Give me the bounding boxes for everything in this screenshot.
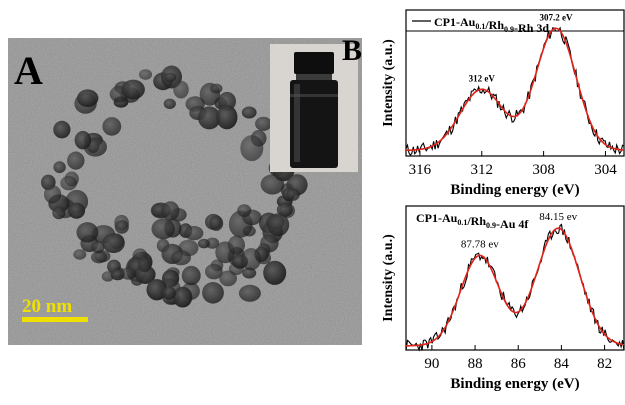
scale-bar [22, 317, 88, 322]
nanoparticle [237, 204, 252, 218]
panel-b-label: B [342, 34, 362, 67]
legend: CP1-Au0.1/Rh0.9-Rh 3d [406, 15, 624, 35]
nanoparticle [286, 188, 300, 201]
nanoparticle [241, 248, 262, 271]
x-tick-label: 82 [597, 356, 612, 372]
nanoparticle [137, 256, 152, 273]
peak-label: 312 eV [469, 73, 496, 83]
nanoparticle [53, 120, 71, 139]
nanoparticle [227, 235, 245, 255]
nanoparticle [151, 218, 175, 240]
panel-a-label: A [14, 48, 43, 93]
nanoparticle [161, 201, 180, 221]
vial-inset-photo [270, 44, 358, 172]
nanoparticle [121, 79, 145, 100]
nanoparticle [216, 105, 238, 130]
x-tick-label: 86 [511, 356, 527, 372]
nanoparticle [276, 202, 293, 217]
nanoparticle [218, 91, 236, 111]
nanoparticle [171, 250, 191, 266]
series-fit [406, 27, 625, 152]
nanoparticle [164, 72, 177, 82]
peak-label: 307.2 eV [539, 12, 572, 22]
nanoparticle [241, 106, 257, 119]
nanoparticle [209, 215, 224, 231]
nanoparticle [163, 98, 176, 109]
plot-frame [405, 9, 625, 157]
x-axis-label: Binding energy (eV) [450, 376, 579, 392]
series-raw [405, 26, 625, 157]
nanoparticle [91, 250, 107, 264]
nanoparticle [255, 116, 272, 131]
legend-text: CP1-Au0.1/Rh0.9-Rh 3d [434, 15, 549, 35]
nanoparticle [162, 286, 176, 300]
nanoparticle [240, 135, 264, 162]
nanoparticle [60, 175, 78, 191]
series-raw [405, 223, 625, 352]
nanoparticle [77, 89, 99, 107]
nanoparticle [138, 69, 153, 80]
nanoparticle [67, 202, 86, 219]
x-axis-label: Binding energy (eV) [450, 182, 579, 198]
nanoparticle [120, 267, 137, 280]
nanoparticle [74, 130, 92, 150]
nanoparticle [102, 233, 125, 253]
x-tick-label: 84 [554, 356, 570, 372]
nanoparticle [267, 213, 290, 237]
xps-charts: B CP1-Au0.1/Rh0.9-Rh 3d 312 eV 307.2 eV 316… [342, 9, 625, 392]
nanoparticle [52, 206, 66, 220]
nanoparticle [53, 161, 66, 174]
nanoparticle [202, 282, 224, 304]
x-tick-label: 304 [594, 162, 617, 178]
nanoparticle [91, 241, 105, 253]
nanoparticle [67, 151, 85, 170]
nanoparticle [219, 270, 238, 287]
au4f-chart: CP1-Au0.1/Rh0.9-Au 4f 87.78 ev 84.15 ev 90 8… [381, 205, 625, 392]
nanoparticle [238, 284, 261, 302]
nanoparticle [205, 263, 223, 280]
nanoparticle [197, 238, 210, 249]
nanoparticle [73, 249, 87, 260]
nanoparticle [102, 117, 122, 136]
series-fit [406, 227, 625, 347]
nanoparticle [173, 80, 189, 99]
x-tick-label: 312 [471, 162, 494, 178]
tem-micrograph: A 20 nm [8, 38, 362, 345]
scale-bar-label: 20 nm [22, 296, 72, 317]
y-axis-label: Intensity (a.u.) [381, 234, 396, 322]
nanoparticle [198, 106, 221, 130]
nanoparticle [43, 185, 62, 204]
tem-image-panel: A 20 nm [8, 38, 362, 345]
nanoparticle [173, 286, 193, 308]
nanoparticle [181, 265, 201, 286]
xps-panel: B CP1-Au0.1/Rh0.9-Rh 3d 312 eV 307.2 eV 316… [338, 0, 625, 400]
rh3d-chart: CP1-Au0.1/Rh0.9-Rh 3d 312 eV 307.2 eV 316 31… [381, 9, 625, 198]
peak-label: 87.78 ev [461, 239, 499, 251]
legend: CP1-Au0.1/Rh0.9-Au 4f [416, 211, 529, 231]
x-tick-label: 308 [532, 162, 555, 178]
peak-label: 84.15 ev [539, 211, 577, 223]
x-tick-label: 90 [424, 356, 439, 372]
x-tick-label: 88 [468, 356, 483, 372]
x-tick-label: 316 [409, 162, 432, 178]
nanoparticle [76, 222, 99, 243]
nanoparticle [210, 83, 223, 94]
nanoparticle [184, 225, 204, 241]
nanoparticle [263, 260, 287, 285]
legend-text: CP1-Au0.1/Rh0.9-Au 4f [416, 211, 529, 231]
plot-frame [405, 205, 625, 351]
y-axis-label: Intensity (a.u.) [381, 39, 396, 127]
nanoparticle [146, 279, 168, 301]
nanoparticle [114, 220, 129, 234]
